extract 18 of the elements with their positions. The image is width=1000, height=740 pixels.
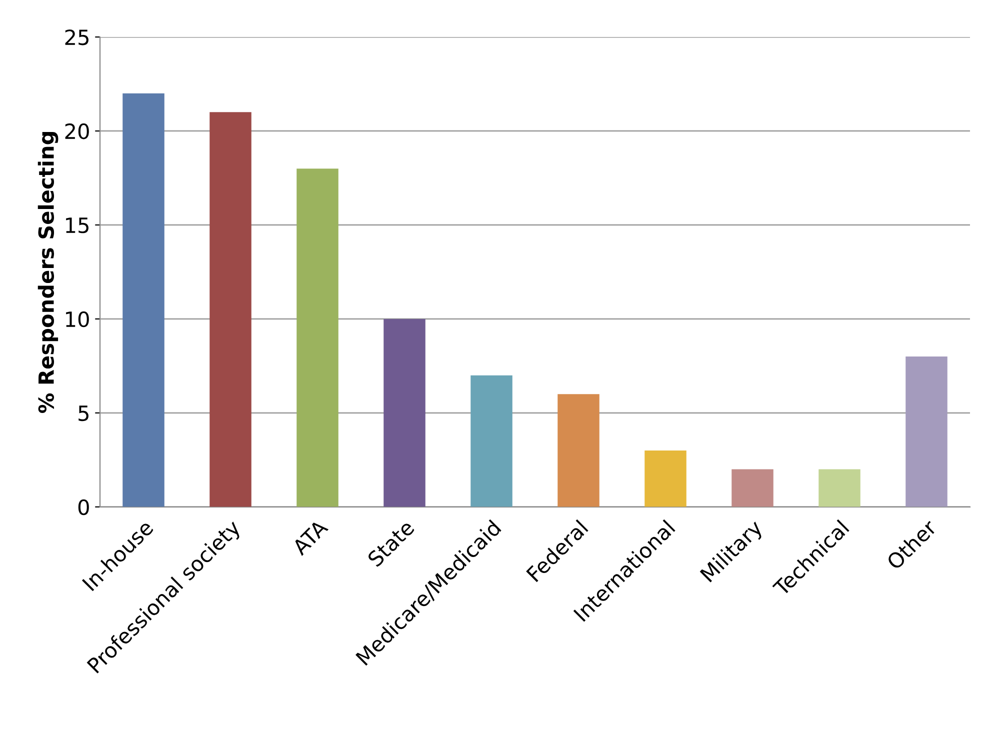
y-tick-label: 15 <box>66 218 88 234</box>
bar <box>470 375 512 507</box>
bar <box>384 318 426 507</box>
y-tick-label: 20 <box>65 123 89 140</box>
y-tick-label: 10 <box>66 311 89 328</box>
bar <box>210 112 252 507</box>
bar <box>296 168 338 507</box>
y-axis-title: % Responders Selecting <box>38 132 58 413</box>
bar <box>122 93 164 507</box>
bar <box>558 394 600 507</box>
x-tick-label: ATA <box>291 518 329 556</box>
y-tick-label: 5 <box>78 406 88 422</box>
y-tick-label: 0 <box>78 499 89 516</box>
bar <box>906 356 948 507</box>
bar <box>818 469 860 507</box>
bar <box>732 469 774 507</box>
y-tick-label: 25 <box>65 29 88 46</box>
bar <box>644 450 686 507</box>
